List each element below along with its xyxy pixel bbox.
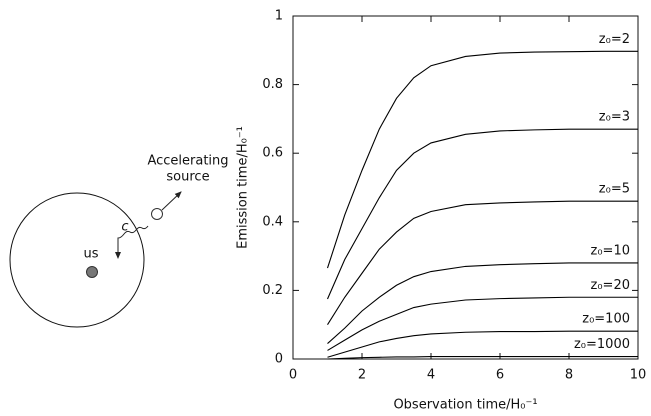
y-tick-label: 0.4 [262,214,283,229]
observer-label: us [83,247,98,262]
source-dot [151,208,163,220]
y-tick-label: 0.6 [262,146,283,161]
series-line [327,296,638,351]
y-axis-label: Emission time/H₀⁻¹ [236,126,251,249]
x-tick-label: 8 [565,368,573,383]
series-label: z₀=1000 [574,337,630,352]
source-label: source [166,170,209,185]
series-label: z₀=10 [591,243,630,258]
series-label: z₀=3 [599,110,630,125]
plot-frame [292,15,639,360]
y-tick-label: 0.8 [262,77,283,92]
horizon-circle [9,192,145,328]
x-tick-label: 4 [427,368,435,383]
series-line [327,356,638,360]
light-wave [115,225,149,259]
source-label: Accelerating [147,154,228,169]
diagram: us c Accelerating source [9,154,229,328]
y-tick-label: 0 [275,352,283,367]
series-label: z₀=5 [599,182,630,197]
observer-dot [86,266,98,278]
series-line [327,330,638,358]
series-label: z₀=2 [599,32,630,47]
series-line [326,128,638,300]
x-tick-label: 10 [630,368,647,383]
x-tick-label: 0 [289,368,297,383]
source-arrow [161,191,182,211]
x-tick-label: 6 [496,368,504,383]
series-line [327,262,638,344]
y-tick-label: 1 [275,9,283,24]
series-label: z₀=100 [582,312,630,327]
x-tick-label: 2 [358,368,366,383]
series-label: z₀=20 [591,278,630,293]
series-line [326,50,638,269]
light-label: c [121,220,128,235]
x-axis-label: Observation time/H₀⁻¹ [393,398,537,413]
y-tick-label: 0.2 [262,283,283,298]
chart: 0 2 4 6 8 10 0 0.2 0.4 0.6 0.8 1 Observation time/H₀… [236,9,647,413]
series-line [327,200,638,325]
